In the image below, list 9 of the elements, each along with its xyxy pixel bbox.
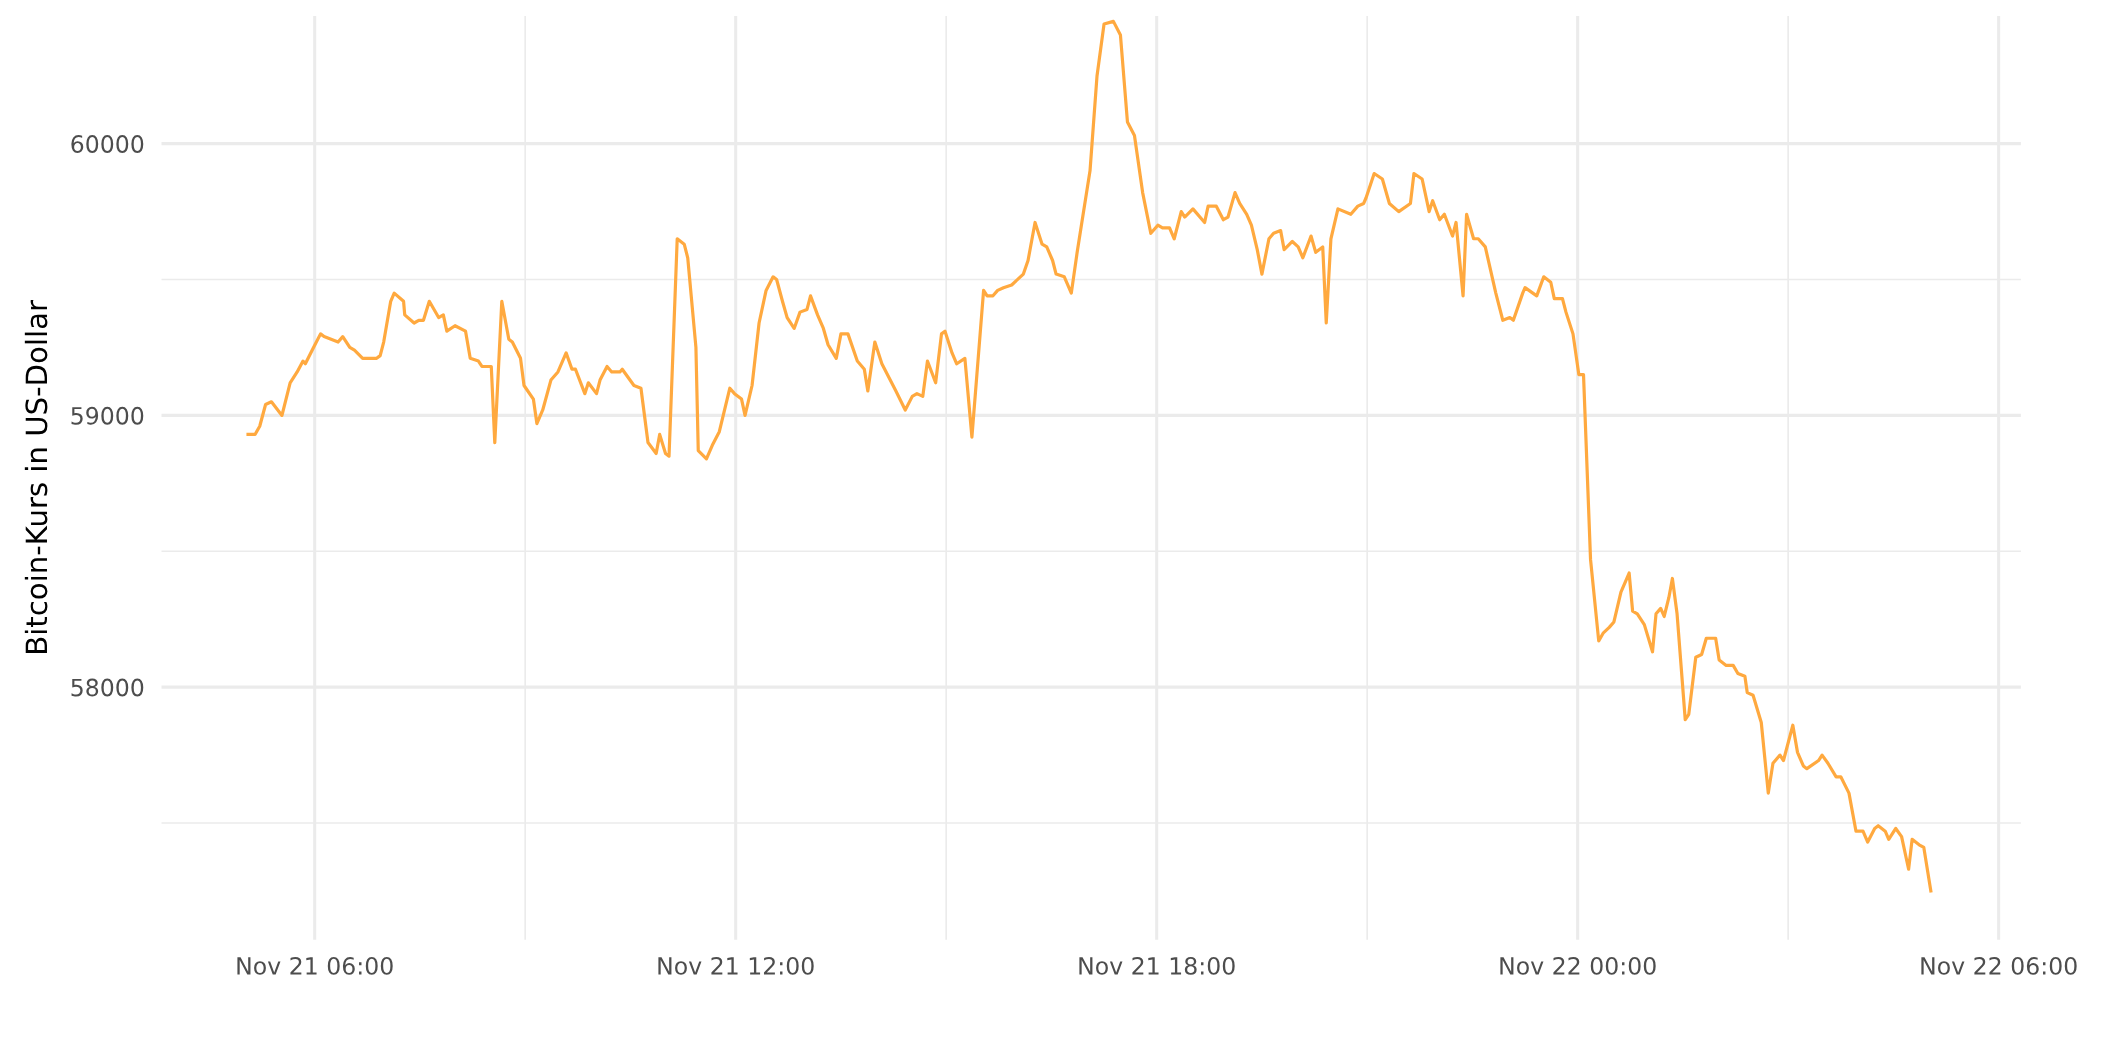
y-tick-label: 58000 <box>71 678 144 697</box>
y-tick-label: 59000 <box>71 406 144 425</box>
y-tick-label: 60000 <box>71 135 144 153</box>
x-tick-label: Nov 22 06:00 <box>1921 956 2077 975</box>
x-tick-label: Nov 22 00:00 <box>1500 956 1656 975</box>
x-tick-label: Nov 21 06:00 <box>237 956 393 975</box>
x-tick-label: Nov 21 12:00 <box>658 956 814 975</box>
x-tick-label: Nov 21 18:00 <box>1079 956 1235 975</box>
y-axis-title: Bitcoin-Kurs in US-Dollar <box>24 300 48 653</box>
